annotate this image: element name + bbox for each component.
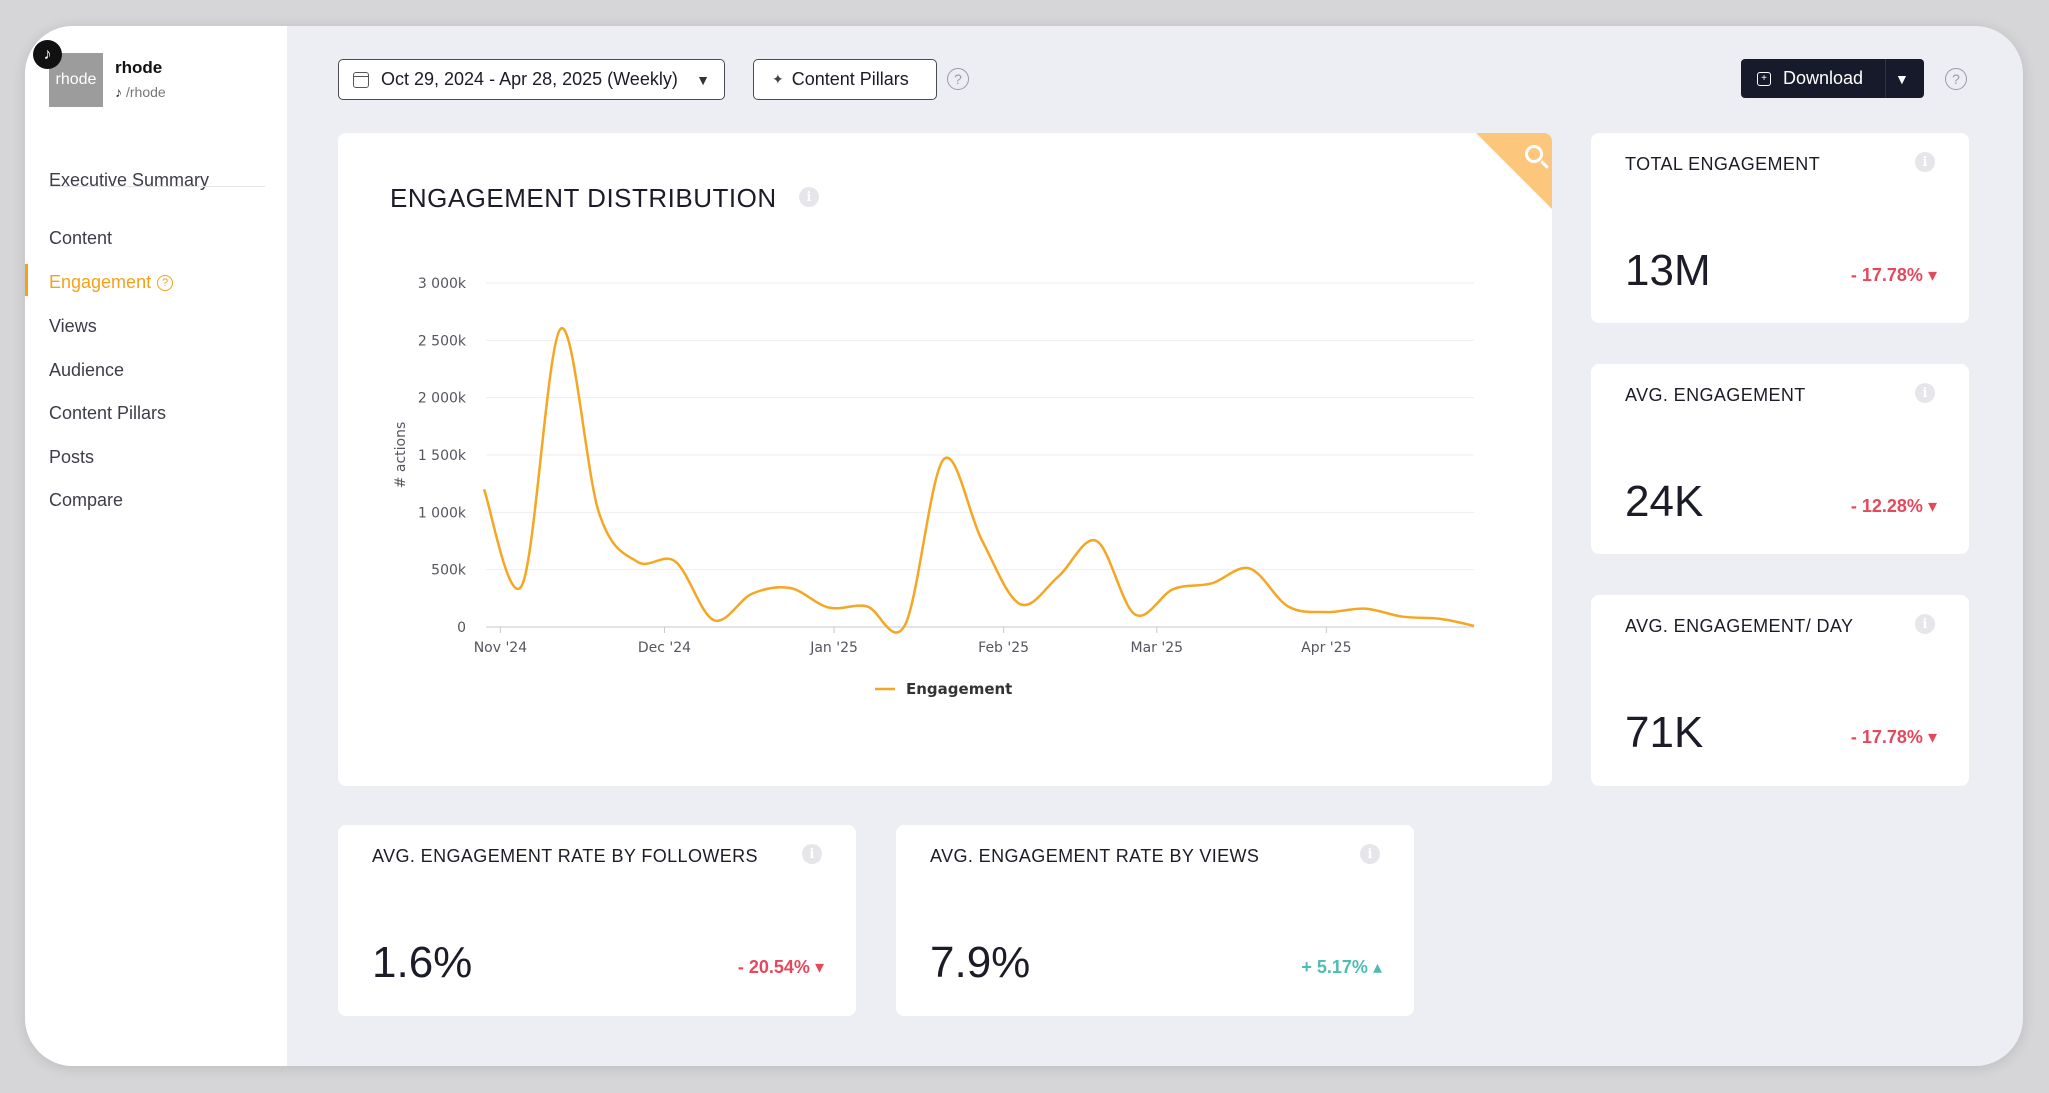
sidebar-item-label: Compare: [49, 490, 124, 510]
account-logo: rhode: [49, 53, 103, 107]
kpi-change-value: - 17.78%: [1850, 265, 1923, 285]
app-window: rhode ♪ rhode ♪/rhode Executive Summary …: [25, 26, 2023, 1066]
kpi-value: 71K: [1625, 708, 1704, 757]
x-tick-label: Nov '24: [474, 640, 528, 656]
x-tick-label: Apr '25: [1301, 640, 1351, 656]
info-icon[interactable]: i: [799, 187, 819, 207]
sidebar-item-label: Content: [49, 228, 113, 248]
y-axis-label: # actions: [393, 422, 409, 489]
nav-divider: [49, 186, 265, 187]
info-icon[interactable]: i: [1915, 614, 1935, 634]
tiktok-icon: ♪: [115, 84, 122, 100]
info-icon[interactable]: i: [802, 844, 822, 864]
engagement-distribution-card: ENGAGEMENT DISTRIBUTION i 0 500k 1 000k 1 5…: [338, 133, 1552, 786]
y-tick-label: 0: [457, 620, 466, 636]
kpi-value: 1.6%: [372, 938, 473, 987]
download-icon: +: [1757, 71, 1771, 86]
sidebar-item-label: Audience: [49, 360, 125, 380]
kpi-card-rate-by-followers: AVG. ENGAGEMENT RATE BY FOLLOWERS i 1.6%…: [338, 825, 856, 1016]
kpi-card-avg-engagement: AVG. ENGAGEMENT i 24K - 12.28% ▾: [1591, 364, 1969, 554]
sidebar-item-compare[interactable]: Compare: [49, 488, 123, 512]
arrow-down-icon: ▾: [1927, 265, 1937, 285]
y-tick-label: 1 000k: [418, 505, 467, 521]
y-tick-label: 2 500k: [418, 333, 467, 349]
kpi-value: 24K: [1625, 477, 1704, 526]
arrow-up-icon: ▴: [1372, 957, 1382, 977]
y-tick-label: 2 000k: [418, 391, 467, 407]
engagement-line-chart: 0 500k 1 000k 1 500k 2 000k 2 500k 3 000k Nov '…: [393, 276, 1475, 698]
sidebar-item-audience[interactable]: Audience: [49, 358, 124, 382]
account-header[interactable]: rhode ♪ rhode ♪/rhode: [33, 40, 269, 109]
account-name: rhode: [115, 58, 163, 77]
caret-down-icon: ▼: [696, 71, 710, 88]
sidebar-item-label: Executive Summary: [49, 170, 210, 190]
help-icon[interactable]: ?: [947, 68, 969, 90]
sidebar-item-content-pillars[interactable]: Content Pillars: [49, 401, 166, 425]
kpi-title: AVG. ENGAGEMENT/ DAY: [1625, 616, 1854, 636]
sidebar-item-engagement[interactable]: Engagement?: [49, 270, 174, 294]
content-pillars-button[interactable]: ✦ Content Pillars: [753, 59, 937, 100]
kpi-change: - 20.54% ▾: [738, 957, 824, 978]
sidebar-item-label: Engagement: [49, 272, 152, 292]
download-label: Download: [1783, 68, 1864, 88]
info-icon[interactable]: i: [1915, 383, 1935, 403]
kpi-change-value: + 5.17%: [1301, 957, 1368, 977]
arrow-down-icon: ▾: [814, 957, 824, 977]
y-tick-label: 3 000k: [418, 276, 467, 292]
help-icon[interactable]: ?: [1945, 68, 1967, 90]
kpi-change: - 12.28% ▾: [1851, 496, 1937, 517]
account-handle: /rhode: [126, 84, 166, 100]
engagement-series-line: [482, 327, 1475, 634]
kpi-card-total-engagement: TOTAL ENGAGEMENT i 13M - 17.78% ▾: [1591, 133, 1969, 323]
info-icon[interactable]: i: [1915, 152, 1935, 172]
legend-label: Engagement: [906, 680, 1012, 698]
kpi-change-value: - 20.54%: [737, 957, 810, 977]
kpi-change-value: - 12.28%: [1850, 496, 1923, 516]
date-range-label: Oct 29, 2024 - Apr 28, 2025 (Weekly): [381, 69, 678, 89]
sidebar-item-label: Posts: [49, 447, 95, 467]
kpi-title: TOTAL ENGAGEMENT: [1625, 154, 1821, 174]
x-tick-label: Feb '25: [978, 640, 1029, 656]
kpi-card-rate-by-views: AVG. ENGAGEMENT RATE BY VIEWS i 7.9% + 5…: [896, 825, 1414, 1016]
kpi-value: 7.9%: [930, 938, 1031, 987]
sidebar-item-label: Content Pillars: [49, 403, 167, 423]
content-pillars-label: Content Pillars: [791, 69, 909, 89]
kpi-title: AVG. ENGAGEMENT RATE BY FOLLOWERS: [372, 846, 758, 866]
x-tick-label: Dec '24: [638, 640, 691, 656]
y-tick-label: 500k: [431, 563, 467, 579]
kpi-change-value: - 17.78%: [1850, 727, 1923, 747]
arrow-down-icon: ▾: [1927, 496, 1937, 516]
download-button[interactable]: + Download ▼: [1741, 59, 1924, 98]
kpi-change: + 5.17% ▴: [1301, 957, 1382, 978]
kpi-change: - 17.78% ▾: [1851, 265, 1937, 286]
sidebar-item-label: Views: [49, 316, 97, 336]
info-icon[interactable]: i: [1360, 844, 1380, 864]
x-tick-label: Jan '25: [809, 640, 858, 656]
sparkle-icon: ✦: [772, 71, 784, 87]
kpi-value: 13M: [1625, 246, 1711, 295]
kpi-title: AVG. ENGAGEMENT: [1625, 385, 1806, 405]
calendar-icon: [353, 71, 369, 88]
sidebar-item-content[interactable]: Content: [49, 226, 112, 250]
sidebar-item-executive-summary[interactable]: Executive Summary: [49, 168, 209, 192]
kpi-card-avg-engagement-per-day: AVG. ENGAGEMENT/ DAY i 71K - 17.78% ▾: [1591, 595, 1969, 786]
kpi-change: - 17.78% ▾: [1851, 727, 1937, 748]
date-range-dropdown[interactable]: Oct 29, 2024 - Apr 28, 2025 (Weekly) ▼: [338, 59, 725, 100]
chart-title: ENGAGEMENT DISTRIBUTION: [390, 183, 777, 213]
sidebar-item-posts[interactable]: Posts: [49, 445, 94, 469]
active-indicator: [25, 264, 28, 296]
tiktok-icon: ♪: [33, 40, 62, 69]
caret-down-icon[interactable]: ▼: [1895, 70, 1909, 87]
sidebar: rhode ♪ rhode ♪/rhode Executive Summary …: [25, 26, 287, 1066]
x-tick-label: Mar '25: [1130, 640, 1183, 656]
download-divider: [1885, 59, 1886, 98]
arrow-down-icon: ▾: [1927, 727, 1937, 747]
search-icon: [1525, 145, 1543, 163]
sidebar-item-views[interactable]: Views: [49, 314, 97, 338]
account-handle-row: ♪/rhode: [115, 84, 166, 100]
y-tick-label: 1 500k: [418, 448, 467, 464]
kpi-title: AVG. ENGAGEMENT RATE BY VIEWS: [930, 846, 1260, 866]
help-icon[interactable]: ?: [157, 275, 174, 292]
